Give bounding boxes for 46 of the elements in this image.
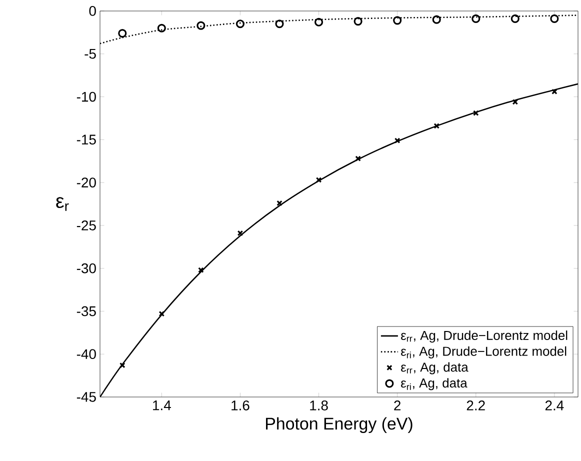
point [158, 310, 165, 317]
y-tick-label: -40 [76, 349, 96, 360]
x-tick-label: 2.4 [545, 400, 564, 410]
point [198, 267, 204, 273]
y-tick-label: -15 [76, 134, 96, 145]
point [119, 362, 126, 368]
y-tick-label: -25 [76, 220, 96, 230]
y-tick-label: -20 [76, 178, 96, 188]
legend-label: ε$_{ri}$, Ag, Drude−Lorentz model [401, 346, 566, 358]
point [434, 123, 440, 129]
x-axis-title: Photon Energy (eV) [266, 417, 412, 434]
point [512, 99, 518, 105]
point [552, 88, 558, 95]
y-tick-label: -5 [84, 49, 96, 59]
point [237, 230, 244, 236]
x-tick-label: 2.2 [466, 400, 485, 410]
y-axis-title: ε$_{r}$ [56, 197, 69, 211]
legend-label: ε$_{rr}$, Ag, data [401, 362, 468, 374]
x-tick-label: 2 [394, 400, 401, 410]
point [550, 14, 559, 24]
legend-label: ε$_{ri}$, Ag, data [401, 378, 468, 390]
y-tick-label: -45 [76, 392, 96, 402]
point [472, 110, 479, 116]
point [236, 20, 245, 28]
point [510, 14, 520, 24]
point [432, 15, 441, 24]
y-tick-label: -30 [76, 263, 96, 274]
x-tick-label: 1.8 [310, 400, 328, 410]
x-tick-label: 1.4 [153, 400, 171, 410]
legend-label: ε$_{rr}$, Ag, Drude−Lorentz model [401, 330, 568, 343]
point [314, 18, 324, 26]
point [354, 17, 362, 26]
point [118, 29, 127, 38]
point [394, 138, 400, 144]
point [157, 24, 166, 32]
y-tick-label: -10 [76, 92, 96, 102]
x-tick-label: 1.6 [232, 400, 250, 410]
y-tick-label: -35 [76, 306, 96, 316]
point [472, 14, 480, 24]
point [275, 20, 284, 28]
y-tick-label: 0 [89, 6, 96, 16]
point [355, 156, 361, 162]
point [276, 200, 282, 206]
point [393, 16, 402, 25]
point [316, 177, 322, 183]
point [196, 21, 206, 30]
